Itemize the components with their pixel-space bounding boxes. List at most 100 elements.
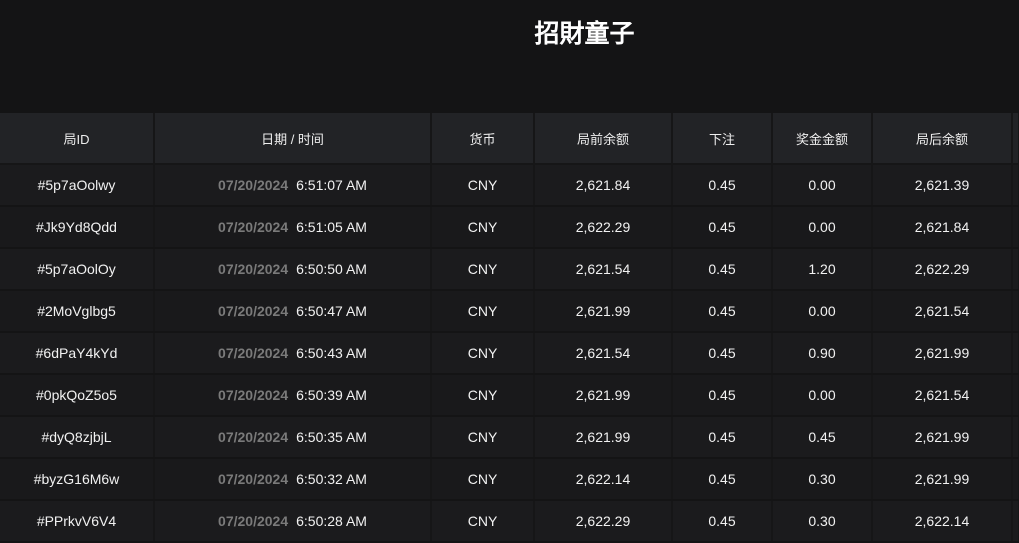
bet: 0.45 [672, 290, 773, 333]
currency: CNY [431, 206, 535, 249]
page-title: 招財童子 [534, 20, 635, 48]
round-id[interactable]: #5p7aOolwy [0, 164, 155, 207]
date: 07/20/2024 [218, 429, 289, 445]
balance-before: 2,621.54 [534, 248, 673, 291]
win: 0.00 [772, 374, 873, 417]
currency: CNY [431, 248, 535, 291]
date: 07/20/2024 [218, 471, 289, 487]
time: 6:51:05 AM [296, 219, 367, 235]
header-bar: 招財童子 [0, 0, 1019, 113]
extra-cell [1012, 332, 1019, 375]
date: 07/20/2024 [218, 177, 289, 193]
history-table: 局ID 日期 / 时间 货币 局前余额 下注 奖金金额 局后余额 #5p7aOo… [0, 113, 1019, 543]
bet: 0.45 [672, 458, 773, 501]
round-id[interactable]: #Jk9Yd8Qdd [0, 206, 155, 249]
time: 6:50:35 AM [296, 429, 367, 445]
currency: CNY [431, 416, 535, 459]
round-id[interactable]: #0pkQoZ5o5 [0, 374, 155, 417]
balance-after: 2,621.99 [872, 332, 1013, 375]
extra-cell [1012, 206, 1019, 249]
round-id[interactable]: #byzG16M6w [0, 458, 155, 501]
round-id[interactable]: #dyQ8zjbjL [0, 416, 155, 459]
balance-after: 2,621.54 [872, 290, 1013, 333]
extra-cell [1012, 416, 1019, 459]
balance-before: 2,621.99 [534, 374, 673, 417]
time: 6:50:47 AM [296, 303, 367, 319]
date: 07/20/2024 [218, 513, 289, 529]
table-row[interactable]: #6dPaY4kYd 07/20/2024 6:50:43 AM CNY 2,621.5… [0, 332, 1019, 375]
extra-cell [1012, 374, 1019, 417]
table-row[interactable]: #5p7aOolwy 07/20/2024 6:51:07 AM CNY 2,621.8… [0, 164, 1019, 207]
balance-after: 2,622.14 [872, 500, 1013, 543]
bet: 0.45 [672, 248, 773, 291]
balance-after: 2,621.39 [872, 164, 1013, 207]
round-id[interactable]: #6dPaY4kYd [0, 332, 155, 375]
date: 07/20/2024 [218, 219, 289, 235]
table-row[interactable]: #5p7aOolOy 07/20/2024 6:50:50 AM CNY 2,621.5… [0, 248, 1019, 291]
datetime: 07/20/2024 6:50:43 AM [154, 332, 432, 375]
datetime: 07/20/2024 6:50:35 AM [154, 416, 432, 459]
balance-before: 2,621.54 [534, 332, 673, 375]
col-balance-before: 局前余额 [534, 113, 673, 165]
extra-cell [1012, 290, 1019, 333]
table-row[interactable]: #dyQ8zjbjL 07/20/2024 6:50:35 AM CNY 2,621.9… [0, 416, 1019, 459]
datetime: 07/20/2024 6:50:28 AM [154, 500, 432, 543]
round-id[interactable]: #5p7aOolOy [0, 248, 155, 291]
balance-before: 2,622.14 [534, 458, 673, 501]
balance-after: 2,621.84 [872, 206, 1013, 249]
col-datetime: 日期 / 时间 [154, 113, 432, 165]
win: 0.00 [772, 164, 873, 207]
time: 6:50:28 AM [296, 513, 367, 529]
col-currency: 货币 [431, 113, 535, 165]
time: 6:50:39 AM [296, 387, 367, 403]
balance-after: 2,621.54 [872, 374, 1013, 417]
time: 6:50:32 AM [296, 471, 367, 487]
table-row[interactable]: #Jk9Yd8Qdd 07/20/2024 6:51:05 AM CNY 2,622.2… [0, 206, 1019, 249]
table-row[interactable]: #2MoVglbg5 07/20/2024 6:50:47 AM CNY 2,621.9… [0, 290, 1019, 333]
date: 07/20/2024 [218, 303, 289, 319]
time: 6:50:43 AM [296, 345, 367, 361]
datetime: 07/20/2024 6:51:07 AM [154, 164, 432, 207]
currency: CNY [431, 332, 535, 375]
extra-cell [1012, 248, 1019, 291]
datetime: 07/20/2024 6:51:05 AM [154, 206, 432, 249]
col-round-id: 局ID [0, 113, 155, 165]
datetime: 07/20/2024 6:50:50 AM [154, 248, 432, 291]
table-row[interactable]: #0pkQoZ5o5 07/20/2024 6:50:39 AM CNY 2,621.9… [0, 374, 1019, 417]
table-row[interactable]: #PPrkvV6V4 07/20/2024 6:50:28 AM CNY 2,622.2… [0, 500, 1019, 543]
balance-after: 2,622.29 [872, 248, 1013, 291]
win: 0.90 [772, 332, 873, 375]
currency: CNY [431, 458, 535, 501]
bet: 0.45 [672, 164, 773, 207]
bet: 0.45 [672, 416, 773, 459]
balance-after: 2,621.99 [872, 416, 1013, 459]
win: 0.30 [772, 500, 873, 543]
win: 1.20 [772, 248, 873, 291]
currency: CNY [431, 290, 535, 333]
extra-cell [1012, 458, 1019, 501]
date: 07/20/2024 [218, 345, 289, 361]
bet: 0.45 [672, 206, 773, 249]
datetime: 07/20/2024 6:50:39 AM [154, 374, 432, 417]
bet: 0.45 [672, 332, 773, 375]
win: 0.00 [772, 290, 873, 333]
round-id[interactable]: #2MoVglbg5 [0, 290, 155, 333]
bet: 0.45 [672, 374, 773, 417]
round-id[interactable]: #PPrkvV6V4 [0, 500, 155, 543]
extra-cell [1012, 500, 1019, 543]
table-header: 局ID 日期 / 时间 货币 局前余额 下注 奖金金额 局后余额 [0, 113, 1019, 165]
date: 07/20/2024 [218, 261, 289, 277]
win: 0.30 [772, 458, 873, 501]
balance-before: 2,621.99 [534, 416, 673, 459]
balance-before: 2,621.99 [534, 290, 673, 333]
table-row[interactable]: #byzG16M6w 07/20/2024 6:50:32 AM CNY 2,622.1… [0, 458, 1019, 501]
col-balance-after: 局后余额 [872, 113, 1013, 165]
datetime: 07/20/2024 6:50:32 AM [154, 458, 432, 501]
col-win: 奖金金额 [772, 113, 873, 165]
balance-after: 2,621.99 [872, 458, 1013, 501]
win: 0.00 [772, 206, 873, 249]
currency: CNY [431, 500, 535, 543]
time: 6:51:07 AM [296, 177, 367, 193]
time: 6:50:50 AM [296, 261, 367, 277]
date: 07/20/2024 [218, 387, 289, 403]
